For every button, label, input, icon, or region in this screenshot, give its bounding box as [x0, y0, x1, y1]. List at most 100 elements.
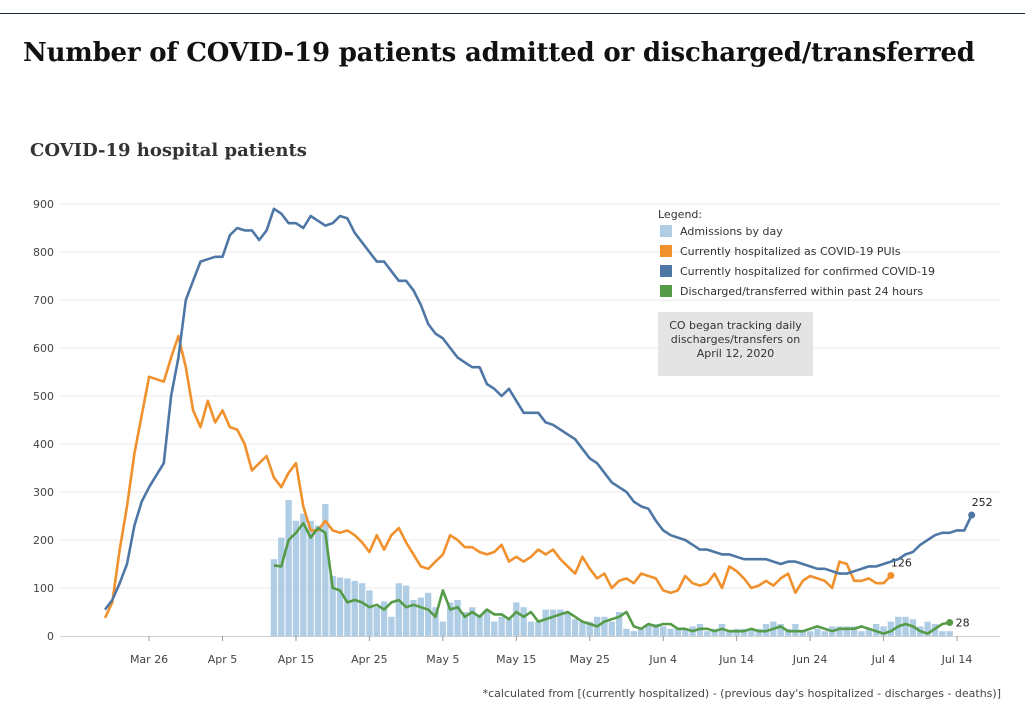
- series-end-label: 252: [972, 496, 993, 509]
- x-axis: Mar 26 Apr 5 Apr 15 Apr 25 May 5 May 15 May 25…: [60, 636, 1000, 666]
- series-line: [103, 207, 973, 611]
- x-tick-label: Jun 24: [792, 653, 828, 666]
- admissions-bar: [843, 626, 850, 636]
- admissions-bar: [527, 621, 535, 636]
- admissions-bar: [476, 614, 483, 636]
- admissions-bar: [432, 607, 439, 636]
- admissions-bar: [821, 631, 828, 636]
- admissions-bar: [307, 520, 314, 636]
- legend: Legend: Admissions by day Currently hospit…: [658, 208, 935, 298]
- admissions-bar: [520, 607, 527, 636]
- series-line: [103, 334, 892, 619]
- admissions-bar: [667, 628, 674, 636]
- legend-swatch: [660, 225, 672, 237]
- admissions-bar: [314, 525, 322, 636]
- y-tick-label: 200: [33, 534, 54, 547]
- admissions-bar: [483, 609, 491, 636]
- footnote: *calculated from [(currently hospitalize…: [482, 687, 1001, 700]
- chart-title: COVID-19 hospital patients: [30, 140, 307, 161]
- x-tick-label: May 5: [426, 653, 459, 666]
- admissions-bar: [505, 619, 513, 636]
- y-tick-label: 300: [33, 486, 54, 499]
- annotation-text-line: discharges/transfers on: [671, 333, 800, 346]
- y-tick-label: 400: [33, 438, 54, 451]
- admissions-bar: [851, 626, 858, 636]
- y-tick-label: 0: [47, 630, 54, 643]
- admissions-bar: [579, 621, 586, 636]
- legend-swatch: [660, 285, 672, 297]
- annotation-background: [658, 312, 813, 376]
- admissions-bar: [601, 616, 608, 636]
- admissions-bar: [410, 600, 417, 636]
- series-end-marker: [968, 511, 976, 519]
- admissions-bar: [380, 601, 388, 636]
- y-tick-label: 100: [33, 582, 54, 595]
- admissions-bar: [336, 577, 344, 636]
- admissions-bar: [836, 626, 843, 636]
- admissions-bar: [454, 600, 461, 636]
- admissions-bar: [498, 616, 505, 636]
- annotation-box: CO began tracking dailydischarges/transf…: [658, 312, 813, 376]
- admissions-bar: [682, 628, 689, 636]
- admissions-bar: [571, 619, 579, 636]
- x-tick-label: May 25: [570, 653, 610, 666]
- admissions-bar: [638, 628, 645, 636]
- admissions-bar: [865, 628, 873, 636]
- legend-item-label: Currently hospitalized for confirmed COV…: [680, 265, 935, 278]
- hospital-patients-chart: 0 100 200 300 400 500 600 700 800 900 Mar 26 Apr 5…: [33, 198, 1000, 666]
- x-tick-label: Jun 4: [648, 653, 677, 666]
- admissions-bar: [417, 597, 424, 636]
- admissions-bar: [880, 626, 887, 636]
- x-tick-label: May 15: [496, 653, 536, 666]
- admissions-bar: [630, 631, 637, 636]
- admissions-bar: [447, 602, 454, 636]
- admissions-bar: [366, 590, 373, 636]
- admissions-bar: [425, 592, 432, 636]
- admissions-bar: [887, 621, 895, 636]
- admissions-bar: [806, 631, 814, 636]
- admissions-bar: [351, 580, 358, 636]
- admissions-bar: [645, 624, 652, 636]
- admissions-bar: [292, 520, 300, 636]
- admissions-bar: [564, 612, 571, 636]
- admissions-bars: [270, 500, 953, 636]
- admissions-bar: [557, 609, 564, 636]
- admissions-bar: [329, 576, 336, 636]
- top-rule: [0, 13, 1025, 14]
- admissions-bar: [902, 616, 909, 636]
- admissions-bar: [395, 583, 402, 636]
- admissions-bar: [704, 631, 711, 636]
- admissions-bar: [461, 612, 469, 636]
- series-end-marker: [887, 572, 895, 580]
- admissions-bar: [270, 559, 278, 636]
- legend-item-label: Discharged/transferred within past 24 ho…: [680, 285, 923, 298]
- admissions-bar: [300, 513, 307, 636]
- y-tick-label: 900: [33, 198, 54, 211]
- series-line: [273, 521, 950, 635]
- admissions-bar: [777, 624, 784, 636]
- x-tick-label: Apr 25: [351, 653, 388, 666]
- annotation-text-line: CO began tracking daily: [669, 319, 802, 332]
- y-tick-label: 700: [33, 294, 54, 307]
- admissions-bar: [726, 631, 733, 636]
- legend-item-label: Admissions by day: [680, 225, 783, 238]
- legend-title: Legend:: [658, 208, 702, 221]
- series-end-label: 28: [956, 617, 970, 630]
- admissions-bar: [615, 612, 623, 636]
- page-title: Number of COVID-19 patients admitted or …: [23, 38, 975, 68]
- admissions-bar: [278, 537, 285, 636]
- admissions-bar: [322, 504, 329, 636]
- admissions-bar: [285, 500, 292, 636]
- admissions-bar: [623, 628, 630, 636]
- admissions-bar: [608, 621, 615, 636]
- admissions-bar: [491, 621, 498, 636]
- admissions-bar: [542, 609, 549, 636]
- x-tick-label: Jun 14: [718, 653, 754, 666]
- admissions-bar: [946, 631, 953, 636]
- annotation-text-line: April 12, 2020: [697, 347, 775, 360]
- legend-swatch: [660, 245, 672, 257]
- admissions-bar: [535, 621, 542, 636]
- admissions-bar: [344, 578, 351, 636]
- admissions-bar: [674, 628, 682, 636]
